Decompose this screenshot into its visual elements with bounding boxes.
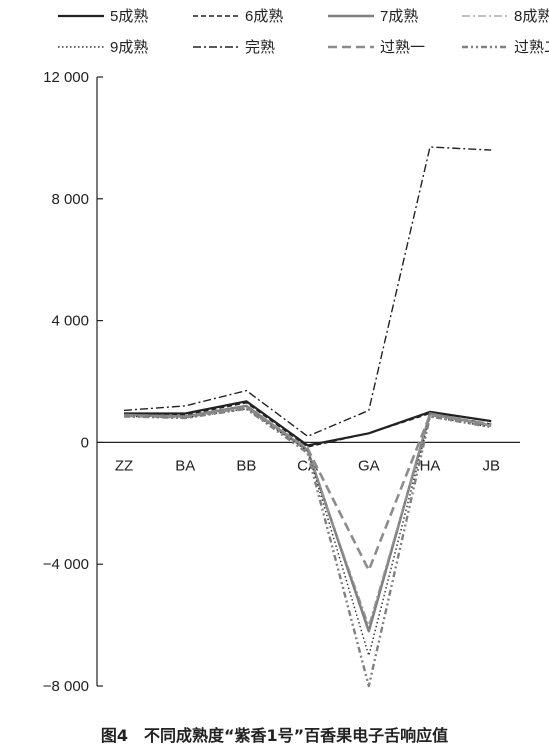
legend-item: 完熟 [193, 39, 275, 56]
series-line-4 [123, 406, 492, 626]
legend-label: 过熟二 [514, 39, 549, 56]
legend-item: 6成熟 [193, 8, 283, 25]
legend-item: 8成熟 [462, 8, 549, 25]
legend-label: 8成熟 [514, 8, 549, 25]
series-line-7 [123, 406, 492, 572]
y-tick-label: 0 [81, 434, 89, 451]
x-tick-label: ZZ [115, 457, 133, 474]
series-line-3 [123, 404, 492, 633]
y-tick-label: −8 000 [43, 678, 89, 695]
line-chart: 5成熟 6成熟 7成熟 8成熟 9成熟 完熟 过熟一 过熟二 12 000 8 000 4 000… [43, 8, 549, 695]
x-tick-label: JB [482, 457, 500, 474]
legend-item: 过熟一 [328, 39, 425, 56]
series-line-6 [123, 146, 492, 437]
y-tick-label: 12 000 [43, 69, 89, 86]
x-tick-label: HA [420, 457, 441, 474]
y-tick-label: 4 000 [51, 313, 89, 330]
x-tick-label: GA [358, 457, 380, 474]
y-tick-label: 8 000 [51, 191, 89, 208]
legend-label: 6成熟 [245, 8, 283, 25]
legend-item: 过熟二 [462, 39, 549, 56]
legend-label: 完熟 [245, 39, 275, 56]
series-line-2 [124, 402, 492, 448]
legend-item: 5成熟 [58, 8, 148, 25]
y-tick-label: −4 000 [43, 556, 89, 573]
legend-label: 7成熟 [380, 8, 418, 25]
legend-label: 过熟一 [380, 39, 425, 56]
legend-label: 9成熟 [110, 39, 148, 56]
series-line-8 [123, 407, 492, 688]
figure-caption: 图4 不同成熟度“紫香1号”百香果电子舌响应值 [100, 726, 449, 745]
x-tick-label: BA [175, 457, 195, 474]
x-tick-label: BB [236, 457, 256, 474]
legend-item: 7成熟 [328, 8, 418, 25]
legend: 5成熟 6成熟 7成熟 8成熟 9成熟 完熟 过熟一 过熟二 [58, 8, 549, 56]
legend-label: 5成熟 [110, 8, 148, 25]
series-line-1 [124, 400, 492, 447]
series-layer [123, 146, 492, 688]
legend-item: 9成熟 [58, 39, 148, 56]
